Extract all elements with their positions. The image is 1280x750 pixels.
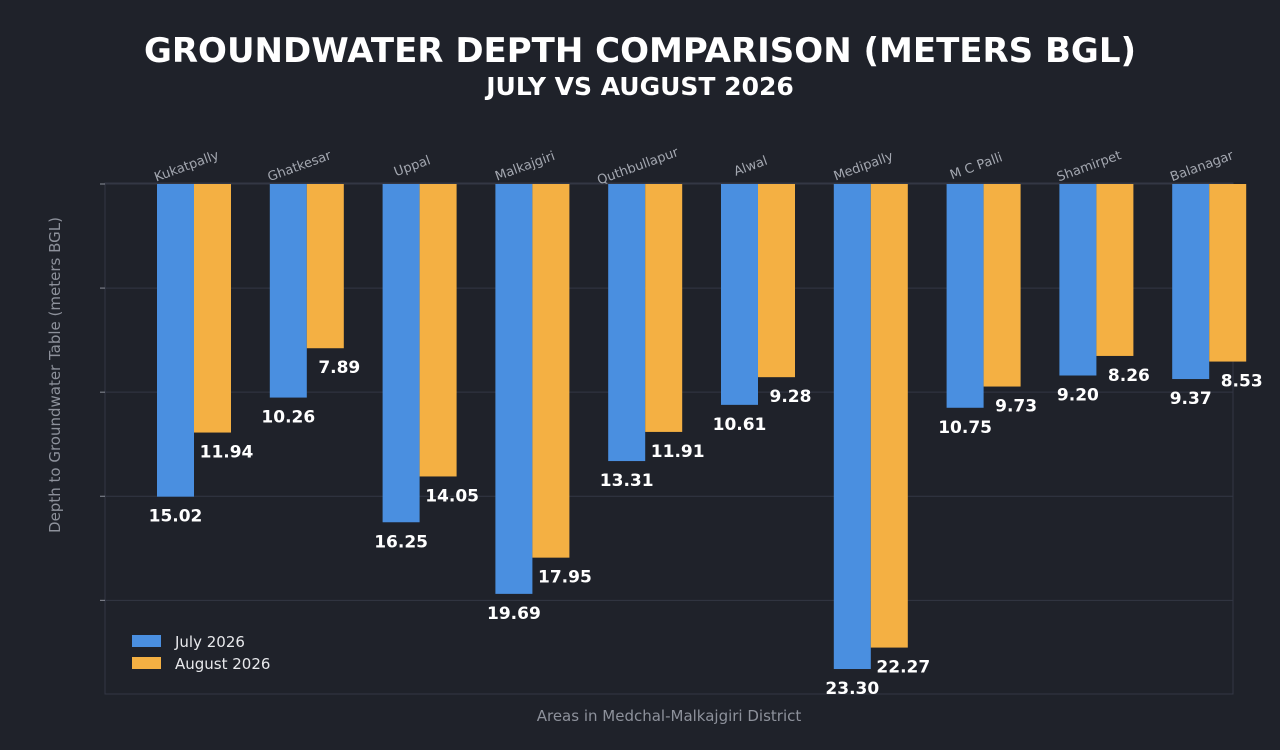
value-label-july: 9.20: [1057, 386, 1099, 406]
value-label-august: 9.73: [995, 397, 1037, 417]
bar-august: [1209, 184, 1247, 362]
bar-august: [194, 184, 231, 433]
category-labels: Kukatpally Ghatkesar Uppal Malkajgiri Quthbu…: [152, 145, 1236, 189]
value-label-july: 16.25: [374, 532, 428, 552]
value-label-july: 10.75: [938, 418, 992, 438]
value-label-august: 8.26: [1108, 366, 1150, 386]
bar-august: [870, 184, 908, 648]
bar-august: [645, 184, 683, 432]
category-label: Malkajgiri: [493, 149, 557, 184]
category-label: Quthbullapur: [595, 145, 681, 189]
value-label-august: 8.53: [1221, 372, 1263, 392]
bar-august: [758, 184, 795, 378]
category-label: Alwal: [732, 154, 770, 180]
legend-label-august: August 2026: [175, 655, 270, 673]
bar-july: [608, 184, 646, 462]
bar-august: [1096, 184, 1134, 356]
value-label-july: 9.37: [1170, 389, 1212, 409]
value-label-august: 14.05: [425, 486, 479, 506]
bar-august: [532, 184, 570, 558]
bar-july: [946, 184, 984, 408]
category-label: Uppal: [392, 153, 432, 180]
legend-swatch-august: [132, 657, 161, 669]
y-axis-label: Depth to Groundwater Table (meters BGL): [46, 217, 64, 533]
value-label-august: 9.28: [770, 387, 812, 407]
value-label-august: 7.89: [318, 358, 360, 378]
value-label-august: 11.91: [651, 442, 705, 462]
value-label-july: 15.02: [149, 507, 203, 527]
bar-july: [157, 184, 194, 497]
value-label-july: 10.26: [261, 408, 315, 428]
bar-july: [1059, 184, 1097, 376]
chart-title: GROUNDWATER DEPTH COMPARISON (METERS BGL…: [144, 31, 1136, 71]
plot-frame: [104, 182, 1234, 695]
value-label-july: 23.30: [825, 679, 879, 699]
bars: [157, 184, 1247, 670]
category-label: Ghatkesar: [266, 148, 334, 185]
legend: July 2026 August 2026: [132, 633, 270, 673]
value-label-august: 17.95: [538, 568, 592, 588]
value-labels: 15.02 11.94 10.26 7.89 16.25 14.05 19.69 17.95 1…: [149, 358, 1263, 699]
bar-august: [306, 184, 344, 349]
chart-subtitle: JULY VS AUGUST 2026: [484, 72, 794, 101]
bar-july: [495, 184, 533, 594]
bar-july: [721, 184, 758, 405]
value-label-july: 10.61: [713, 415, 767, 435]
bar-july: [833, 184, 871, 670]
legend-label-july: July 2026: [174, 633, 245, 651]
category-label: Medipally: [832, 149, 896, 184]
bar-august: [419, 184, 457, 477]
value-label-july: 19.69: [487, 604, 541, 624]
x-axis-label: Areas in Medchal-Malkajgiri District: [537, 707, 802, 725]
bar-july: [1172, 184, 1210, 380]
legend-swatch-july: [132, 635, 161, 647]
category-label: Balanagar: [1168, 148, 1236, 185]
category-label: Kukatpally: [152, 148, 221, 185]
category-label: M C Palli: [948, 150, 1004, 183]
bar-july: [269, 184, 307, 398]
bar-july: [382, 184, 420, 523]
value-label-august: 11.94: [200, 443, 254, 463]
value-label-july: 13.31: [600, 471, 654, 491]
value-label-august: 22.27: [876, 658, 930, 678]
category-label: Shamirpet: [1055, 148, 1124, 185]
bar-august: [983, 184, 1021, 387]
